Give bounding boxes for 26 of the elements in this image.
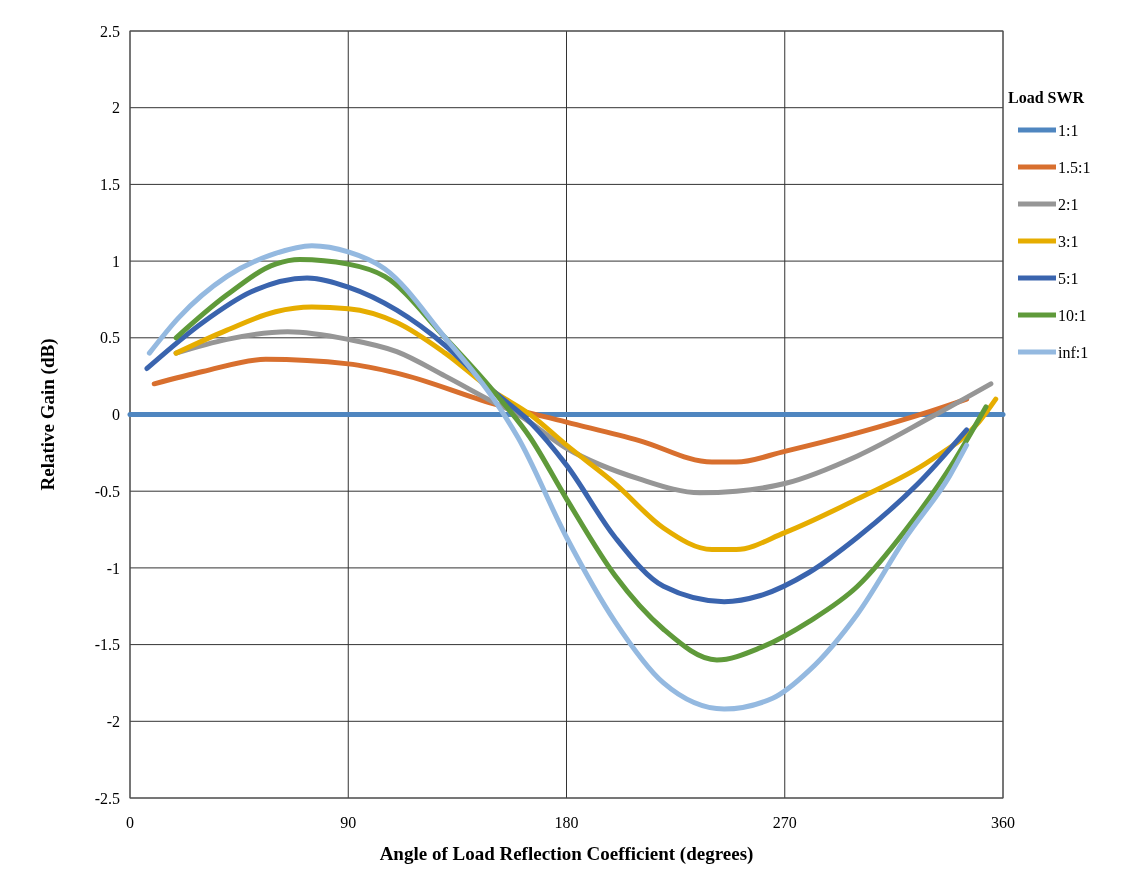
x-tick-label: 0 <box>126 814 134 831</box>
legend-label: 5:1 <box>1058 269 1079 287</box>
y-tick-label: 1.5 <box>100 176 120 193</box>
y-tick-label: -0.5 <box>94 482 120 500</box>
x-tick-label: 270 <box>772 814 797 831</box>
legend-title: Load SWR <box>1008 89 1085 106</box>
x-tick-label: 180 <box>554 814 579 831</box>
y-tick-label: -2 <box>106 712 120 730</box>
legend-label: inf:1 <box>1058 343 1089 361</box>
y-tick-label: -1 <box>106 559 120 577</box>
y-tick-label: 2 <box>112 99 120 117</box>
legend-label: 1:1 <box>1058 121 1079 139</box>
y-axis-title: Relative Gain (dB) <box>37 338 59 491</box>
x-tick-label: 360 <box>991 814 1015 831</box>
legend-label: 2:1 <box>1058 195 1079 213</box>
legend-label: 3:1 <box>1058 232 1079 250</box>
legend-label: 10:1 <box>1058 306 1087 324</box>
y-tick-label: 2.5 <box>100 22 120 40</box>
y-tick-label: 0 <box>112 406 120 424</box>
y-tick-label: 1 <box>112 252 120 270</box>
y-tick-label: -2.5 <box>94 789 120 807</box>
y-tick-label: -1.5 <box>94 636 120 654</box>
y-tick-label: 0.5 <box>100 329 120 347</box>
x-axis-title: Angle of Load Reflection Coefficient (degrees) <box>379 843 754 865</box>
legend-label: 1.5:1 <box>1058 158 1091 176</box>
x-tick-label: 90 <box>340 814 357 831</box>
